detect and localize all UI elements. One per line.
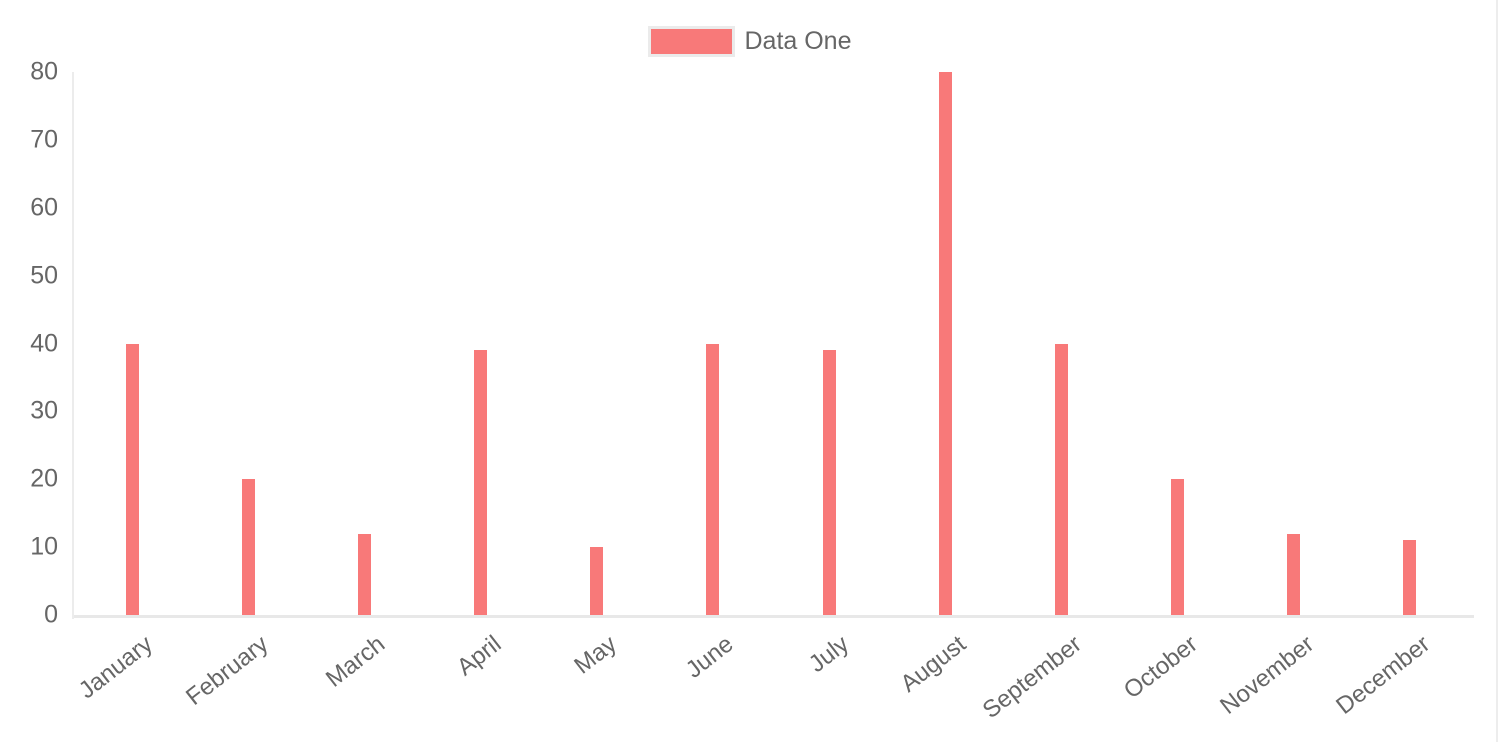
- bar-january[interactable]: [125, 343, 139, 615]
- y-tick-label-20: 20: [30, 464, 58, 493]
- y-tick-label-80: 80: [30, 57, 58, 86]
- y-tick-label-30: 30: [30, 396, 58, 425]
- y-tick-label-50: 50: [30, 261, 58, 290]
- bar-july[interactable]: [822, 350, 836, 615]
- x-axis-line: [74, 615, 1474, 618]
- right-edge-border: [1496, 0, 1498, 742]
- y-tick-label-70: 70: [30, 125, 58, 154]
- y-tick-label-0: 0: [44, 600, 58, 629]
- legend-swatch: [648, 26, 736, 57]
- x-tick-label-december: December: [1331, 630, 1436, 720]
- bar-august[interactable]: [938, 72, 952, 615]
- bar-march[interactable]: [357, 533, 371, 615]
- bar-october[interactable]: [1171, 479, 1185, 615]
- bar-september[interactable]: [1054, 343, 1068, 615]
- bar-june[interactable]: [706, 343, 720, 615]
- y-tick-label-60: 60: [30, 193, 58, 222]
- y-axis-line: [72, 72, 74, 619]
- bar-november[interactable]: [1287, 533, 1301, 615]
- y-tick-label-40: 40: [30, 329, 58, 357]
- legend-item-data-one[interactable]: Data One: [0, 26, 1500, 57]
- legend-label: Data One: [744, 27, 852, 55]
- bar-december[interactable]: [1403, 540, 1417, 615]
- bar-february[interactable]: [241, 479, 255, 615]
- y-tick-label-10: 10: [30, 532, 58, 561]
- bar-may[interactable]: [590, 547, 604, 615]
- bar-april[interactable]: [474, 350, 488, 615]
